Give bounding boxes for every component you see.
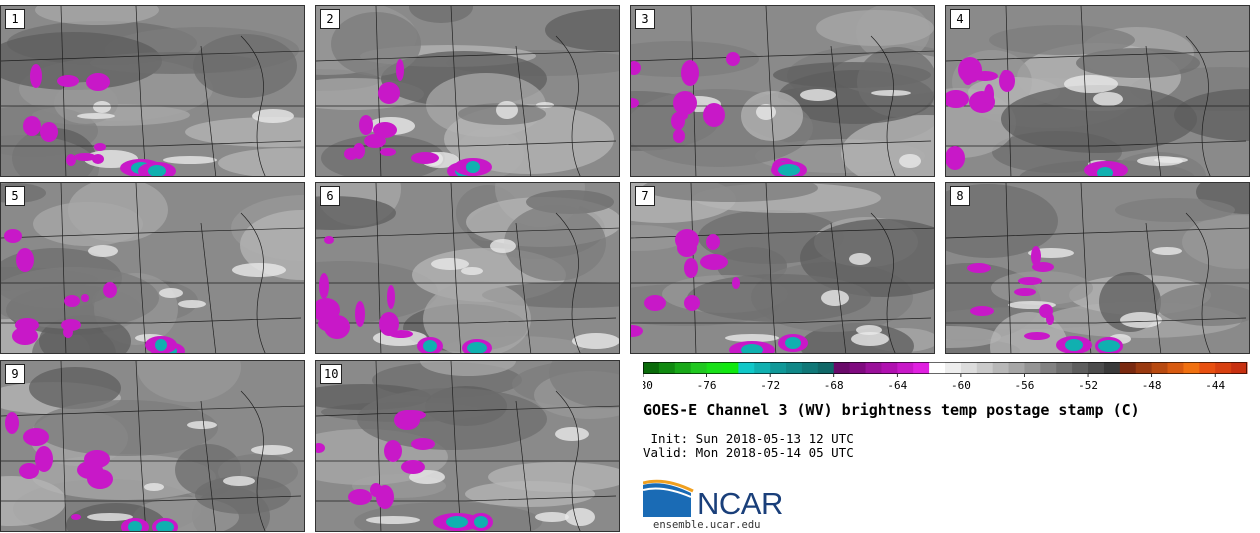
colorbar-swatch [849, 362, 867, 374]
map-panel: 10 [315, 360, 620, 532]
colorbar-swatch [722, 362, 739, 374]
colorbar-swatch [738, 362, 755, 374]
colorbar-swatch [945, 362, 962, 374]
map-panel: 2 [315, 5, 620, 177]
map-panel: 5 [0, 182, 305, 354]
ncar-logo-icon [643, 479, 694, 517]
map-panel: 4 [945, 5, 1250, 177]
colorbar-swatch [929, 362, 946, 374]
colorbar-swatch [833, 362, 851, 374]
chart-title: GOES-E Channel 3 (WV) brightness temp po… [643, 401, 1140, 419]
colorbar-swatch [674, 362, 692, 374]
panel-number: 3 [635, 9, 655, 29]
colorbar-tick-label: -72 [760, 379, 780, 390]
panel-number: 7 [635, 186, 655, 206]
wv-imagery-map [946, 183, 1249, 353]
colorbar-swatch [1088, 362, 1105, 374]
colorbar-tick-label: -64 [887, 379, 907, 390]
colorbar-swatch [754, 362, 771, 374]
colorbar-swatch [1135, 362, 1153, 374]
colorbar-swatch [1215, 362, 1232, 374]
colorbar-tick-label: -68 [824, 379, 844, 390]
site-url: ensemble.ucar.edu [653, 519, 761, 531]
panel-number: 4 [950, 9, 970, 29]
colorbar-tick-label: -56 [1015, 379, 1035, 390]
wv-imagery-map [631, 6, 934, 176]
colorbar-swatch [1199, 362, 1216, 374]
colorbar-swatch [1183, 362, 1200, 374]
colorbar-swatch [1103, 362, 1121, 374]
panel-number: 10 [320, 364, 343, 384]
wv-imagery-map [1, 183, 304, 353]
panel-number: 8 [950, 186, 970, 206]
colorbar-swatch [897, 362, 914, 374]
map-panel: 3 [630, 5, 935, 177]
colorbar-tick-label: -44 [1205, 379, 1225, 390]
colorbar-swatch [881, 362, 898, 374]
colorbar-swatch [801, 362, 819, 374]
colorbar-tick-label: -76 [697, 379, 717, 390]
colorbar-swatch [1119, 362, 1137, 374]
map-panel: 1 [0, 5, 305, 177]
colorbar-swatch [1024, 362, 1041, 374]
valid-time: Valid: Mon 2018-05-14 05 UTC [643, 445, 854, 460]
colorbar-swatch [817, 362, 835, 374]
colorbar: -80-76-72-68-64-60-56-52-48-44-40-36-32-… [643, 362, 1248, 390]
colorbar-tick-label: -52 [1078, 379, 1098, 390]
ncar-logo-text: NCAR [697, 486, 783, 521]
colorbar-swatch [1072, 362, 1089, 374]
panel-number: 2 [320, 9, 340, 29]
colorbar-tick-label: -80 [643, 379, 653, 390]
colorbar-swatch [770, 362, 787, 374]
colorbar-swatch [1231, 362, 1248, 374]
panel-number: 5 [5, 186, 25, 206]
panel-number: 1 [5, 9, 25, 29]
map-panel: 9 [0, 360, 305, 532]
colorbar-swatch [690, 362, 708, 374]
colorbar-swatch [706, 362, 723, 374]
wv-imagery-map [316, 183, 619, 353]
wv-imagery-map [946, 6, 1249, 176]
colorbar-swatch [643, 362, 660, 374]
wv-imagery-map [316, 361, 619, 531]
panel-number: 6 [320, 186, 340, 206]
colorbar-tick-label: -48 [1142, 379, 1162, 390]
colorbar-swatch [1040, 362, 1057, 374]
colorbar-swatch [658, 362, 676, 374]
map-panel: 7 [630, 182, 935, 354]
colorbar-swatch [1151, 362, 1169, 374]
colorbar-swatch [976, 362, 994, 374]
wv-imagery-map [1, 361, 304, 531]
colorbar-swatch [1056, 362, 1073, 374]
colorbar-swatch [913, 362, 930, 374]
colorbar-swatch [786, 362, 803, 374]
colorbar-swatch [1008, 362, 1025, 374]
map-panel: 8 [945, 182, 1250, 354]
panel-number: 9 [5, 364, 25, 384]
colorbar-tick-label: -60 [951, 379, 971, 390]
wv-imagery-map [1, 6, 304, 176]
colorbar-swatch [960, 362, 978, 374]
map-panel: 6 [315, 182, 620, 354]
wv-imagery-map [631, 183, 934, 353]
init-time: Init: Sun 2018-05-13 12 UTC [643, 431, 854, 446]
colorbar-swatch [1167, 362, 1184, 374]
wv-imagery-map [316, 6, 619, 176]
colorbar-swatch [865, 362, 882, 374]
colorbar-swatch [992, 362, 1010, 374]
